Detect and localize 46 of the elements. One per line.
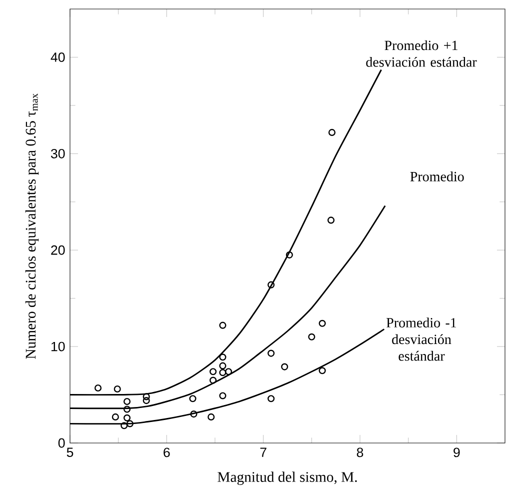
point — [120, 422, 128, 430]
point — [308, 333, 316, 340]
text: Promedio — [410, 171, 464, 182]
series-label: Promedio +1 desviación estándar — [366, 40, 477, 67]
y-axis-title: Numero de ciclos equivalentes para 0.65 τ$_{max}$ — [25, 93, 39, 359]
point — [190, 410, 198, 418]
point — [142, 393, 150, 400]
point — [189, 395, 196, 402]
point — [124, 398, 131, 406]
point — [219, 354, 226, 361]
point — [318, 320, 326, 327]
x-tick-label: 6 — [164, 448, 170, 458]
point — [124, 414, 131, 422]
point — [224, 368, 232, 376]
x-tick-label: 8 — [356, 448, 364, 458]
x-axis-title: Magnitud del sismo, M. — [218, 472, 357, 485]
point — [219, 392, 226, 400]
x-tick-label: 7 — [260, 448, 266, 457]
y-tick-label: 20 — [51, 245, 65, 255]
point — [210, 368, 217, 376]
point — [210, 376, 217, 384]
point — [219, 369, 226, 376]
point — [208, 413, 215, 420]
point — [126, 420, 134, 428]
point — [142, 397, 150, 404]
y-tick-label: 40 — [50, 52, 65, 62]
point — [327, 216, 335, 224]
point — [328, 128, 336, 136]
point — [94, 384, 102, 392]
series-label: Promedio -1 desviación estándar — [386, 318, 456, 361]
point — [219, 362, 226, 370]
x-tick-label: 5 — [66, 448, 74, 457]
point — [219, 322, 226, 329]
point — [268, 281, 275, 288]
point — [114, 385, 121, 393]
point — [286, 251, 293, 258]
y-tick-label: 10 — [51, 342, 65, 352]
point — [268, 350, 275, 357]
point — [112, 413, 119, 420]
y-tick-label: 0 — [58, 438, 65, 448]
point — [124, 406, 131, 413]
point — [318, 367, 326, 374]
point — [268, 395, 275, 402]
x-tick-label: 9 — [454, 448, 460, 458]
y-tick-label: 30 — [50, 148, 65, 158]
point — [281, 363, 288, 370]
